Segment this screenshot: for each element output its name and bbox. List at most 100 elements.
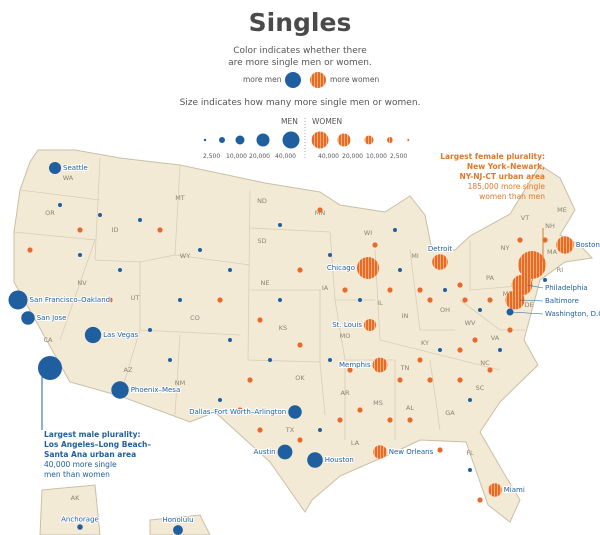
city-marker-washington-d-c- <box>506 308 514 316</box>
city-marker-las-vegas <box>84 326 102 344</box>
small-city-dot <box>297 267 303 273</box>
state-labels: WA OR CA ID NV MT WY UT AZ CO NM ND SD NE KS OK TX MN IA MO… <box>44 174 567 502</box>
small-city-dot <box>77 227 83 233</box>
small-city-dot <box>107 297 113 303</box>
city-markers: Seattle San Francisco–Oakland San Jose Las … <box>8 161 600 535</box>
size-legend-women-value: 2,500 <box>390 153 408 160</box>
state-label-ks: KS <box>279 324 287 332</box>
state-label-ut: UT <box>131 294 140 302</box>
small-city-dot <box>247 377 253 383</box>
state-label-ga: GA <box>445 409 455 417</box>
small-city-dot <box>478 308 482 312</box>
size-legend-women-dot <box>311 131 329 149</box>
small-city-dot <box>372 242 378 248</box>
small-city-dot <box>417 357 423 363</box>
small-city-dot <box>297 437 303 443</box>
state-label-oh: OH <box>440 306 450 314</box>
state-label-fl: FL <box>466 449 474 457</box>
small-city-dot <box>427 377 433 383</box>
small-city-dot <box>278 223 282 227</box>
state-label-tx: TX <box>285 426 295 434</box>
small-city-dot <box>328 253 332 257</box>
small-city-dot <box>468 468 472 472</box>
city-marker-detroit <box>432 254 448 270</box>
annotation-line: NY-NJ-CT urban area <box>459 172 545 181</box>
state-label-ky: KY <box>421 339 429 347</box>
state-label-ak: AK <box>71 494 80 502</box>
small-city-dot <box>542 237 548 243</box>
city-leader-line <box>527 284 544 289</box>
small-city-dot <box>297 342 303 348</box>
state-label-mn: MN <box>315 209 326 217</box>
state-label-ms: MS <box>373 399 383 407</box>
city-label: Boston <box>576 241 600 249</box>
size-legend-women-value: 40,000 <box>318 153 339 160</box>
city-label: Austin <box>254 448 276 456</box>
color-legend-text-1: Color indicates whether there <box>233 46 367 56</box>
city-label: Washington, D.C. <box>545 310 600 318</box>
state-label-sd: SD <box>257 237 266 245</box>
small-city-dot <box>268 358 272 362</box>
small-city-dot <box>138 218 142 222</box>
legend-more-men: more men <box>243 75 282 84</box>
annotation-line: New York–Newark, <box>466 162 545 171</box>
small-city-dot <box>27 247 33 253</box>
city-label: Memphis <box>339 361 371 369</box>
small-city-dot <box>217 297 223 303</box>
size-legend-women-header: WOMEN <box>312 117 343 126</box>
state-label-al: AL <box>406 404 414 412</box>
small-city-dot <box>78 253 82 257</box>
small-city-dot <box>317 207 323 213</box>
small-city-dot <box>507 327 513 333</box>
small-city-dot <box>517 237 523 243</box>
small-city-dot <box>168 358 172 362</box>
small-city-dot <box>218 398 222 402</box>
small-city-dot <box>487 297 493 303</box>
small-city-dot <box>437 447 443 453</box>
small-city-dot <box>228 338 232 342</box>
annotation-line: 185,000 more single <box>467 182 545 191</box>
small-city-dot <box>443 288 447 292</box>
small-city-dot <box>198 248 202 252</box>
small-city-dot <box>457 347 463 353</box>
city-marker-boston <box>556 236 574 254</box>
state-label-or: OR <box>45 209 55 217</box>
small-city-dot <box>347 367 353 373</box>
city-label: Honolulu <box>162 516 193 524</box>
annotation-line: women than men <box>479 192 545 201</box>
city-label: Philadelphia <box>545 284 588 292</box>
city-marker-new-orleans <box>373 445 387 459</box>
size-legend-men-dot <box>235 135 245 145</box>
city-label: San Francisco–Oakland <box>30 296 111 304</box>
city-label: Miami <box>504 486 525 494</box>
city-label: St. Louis <box>332 321 362 329</box>
city-label: Seattle <box>63 164 88 172</box>
small-city-dot <box>58 203 62 207</box>
city-label: Baltimore <box>545 297 579 305</box>
city-marker-baltimore <box>505 290 525 310</box>
alaska-outline <box>39 484 101 535</box>
city-marker-st-louis <box>363 318 377 332</box>
state-label-mt: MT <box>175 194 185 202</box>
color-legend-text-2: are more single men or women. <box>228 58 372 68</box>
state-label-mo: MO <box>340 332 351 340</box>
small-city-dot <box>337 417 343 423</box>
small-city-dot <box>98 213 102 217</box>
small-city-dot <box>257 317 263 323</box>
size-legend-women-dot <box>337 133 351 147</box>
legend-dots <box>203 72 410 160</box>
city-marker-san-francisco-oakland <box>8 290 28 310</box>
small-city-dot <box>318 428 322 432</box>
state-label-tn: TN <box>400 364 410 372</box>
state-label-ny: NY <box>501 244 510 252</box>
us-outline <box>13 149 594 523</box>
state-label-wv: WV <box>465 319 476 327</box>
size-legend-men-value: 40,000 <box>275 153 296 160</box>
state-label-nv: NV <box>77 279 87 287</box>
city-leader-line <box>519 299 544 302</box>
size-legend-men-dot <box>219 137 225 143</box>
small-city-dot <box>118 268 122 272</box>
small-city-dot <box>358 298 362 302</box>
state-label-ma: MA <box>547 248 558 256</box>
city-marker-seattle <box>48 161 62 175</box>
